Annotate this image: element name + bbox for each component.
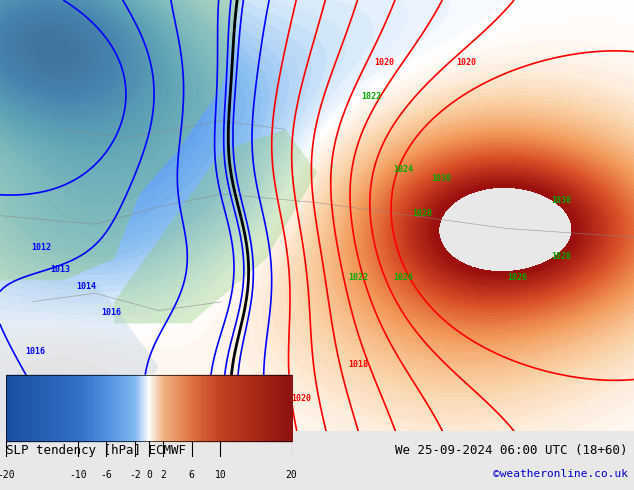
Text: 1020: 1020 xyxy=(222,398,242,407)
Text: 1018: 1018 xyxy=(349,360,369,368)
Text: 1020: 1020 xyxy=(456,58,477,67)
Text: 1028: 1028 xyxy=(552,252,572,261)
Text: 10: 10 xyxy=(214,470,226,480)
Bar xyxy=(6,375,292,441)
Text: 6: 6 xyxy=(189,470,195,480)
Text: 1030: 1030 xyxy=(552,196,572,205)
Text: 1016: 1016 xyxy=(25,346,46,356)
Polygon shape xyxy=(114,129,317,323)
Text: 1020: 1020 xyxy=(374,58,394,67)
Text: 1024: 1024 xyxy=(393,166,413,174)
Text: 1014: 1014 xyxy=(76,282,96,291)
Text: 1013: 1013 xyxy=(51,265,71,273)
Text: 1016: 1016 xyxy=(101,308,122,317)
Text: 1028: 1028 xyxy=(412,209,432,218)
Text: -20: -20 xyxy=(0,470,15,480)
Text: 1022: 1022 xyxy=(361,92,382,101)
Text: ©weatheronline.co.uk: ©weatheronline.co.uk xyxy=(493,469,628,479)
Text: -2: -2 xyxy=(129,470,141,480)
Text: SLP tendency [hPa] ECMWF: SLP tendency [hPa] ECMWF xyxy=(6,444,186,457)
Text: 1026: 1026 xyxy=(393,273,413,282)
Text: 20: 20 xyxy=(286,470,297,480)
Text: 1018: 1018 xyxy=(114,394,134,403)
Text: 1000: 1000 xyxy=(19,390,39,399)
Text: 1030: 1030 xyxy=(431,174,451,183)
Text: 0: 0 xyxy=(146,470,152,480)
Text: We 25-09-2024 06:00 UTC (18+60): We 25-09-2024 06:00 UTC (18+60) xyxy=(395,444,628,457)
Text: 1020: 1020 xyxy=(292,394,312,403)
Text: 1026: 1026 xyxy=(507,273,527,282)
Text: 1022: 1022 xyxy=(349,273,369,282)
Text: -10: -10 xyxy=(69,470,86,480)
Text: 2: 2 xyxy=(160,470,166,480)
Text: 1018: 1018 xyxy=(165,394,185,403)
Polygon shape xyxy=(0,280,158,431)
Text: -6: -6 xyxy=(100,470,112,480)
Polygon shape xyxy=(0,0,241,280)
Text: 1012: 1012 xyxy=(32,243,52,252)
